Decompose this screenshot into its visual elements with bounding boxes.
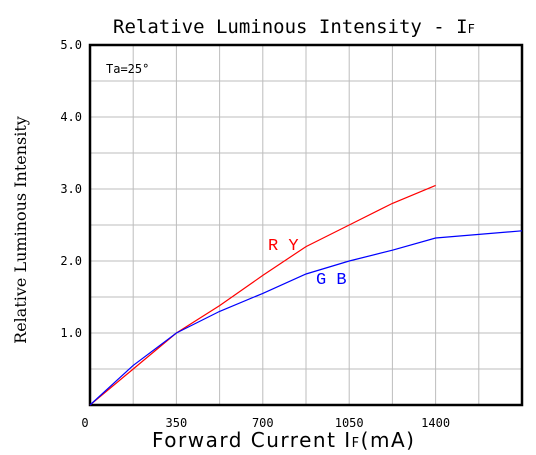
x-tick-label: 700 <box>252 416 274 430</box>
series-lines <box>89 184 523 406</box>
series-label-ry: R Y <box>268 237 299 256</box>
series-line-gb <box>89 230 523 406</box>
y-tick-label: 3.0 <box>60 182 82 196</box>
plot-frame <box>88 43 524 407</box>
x-tick-label: 1050 <box>335 416 364 430</box>
y-axis-label: Relative Luminous Intensity <box>11 116 30 344</box>
y-tick-label: 1.0 <box>60 326 82 340</box>
grid <box>90 45 522 405</box>
x-axis-label-subscript: F <box>352 436 361 451</box>
x-tick-label: 350 <box>166 416 188 430</box>
x-tick-label: 1400 <box>421 416 450 430</box>
series-line-ry <box>89 184 436 406</box>
x-axis-label: Forward Current IF(mA) <box>152 428 415 452</box>
x-axis-label-unit: (mA) <box>361 428 416 452</box>
x-tick-labels: 0 350 700 1050 1400 <box>81 416 450 430</box>
chart-title-main: Relative Luminous Intensity - I <box>113 16 468 38</box>
y-tick-label: 4.0 <box>60 110 82 124</box>
series-label-gb: G B <box>316 271 347 290</box>
y-tick-labels: 1.0 2.0 3.0 4.0 5.0 <box>60 38 82 340</box>
y-tick-label: 5.0 <box>60 38 82 52</box>
chart-title-subscript: F <box>468 22 475 36</box>
y-tick-label: 2.0 <box>60 254 82 268</box>
chart-title: Relative Luminous Intensity - IF <box>113 16 475 38</box>
x-tick-label: 0 <box>81 416 88 430</box>
temperature-annotation: Ta=25° <box>106 62 149 76</box>
x-axis-label-main: Forward Current I <box>152 428 352 452</box>
